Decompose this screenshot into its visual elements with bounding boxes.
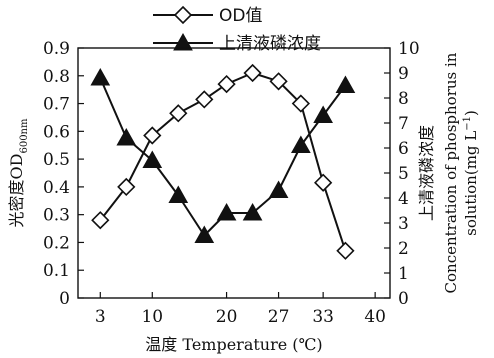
x-tick-label: 33 — [312, 307, 334, 327]
od-point — [169, 104, 188, 123]
phosphorus-point — [335, 75, 356, 93]
right-axis-title-en-unit: solution(mg L — [462, 131, 480, 236]
right-tick-label: 9 — [398, 64, 409, 84]
x-tick-label: 10 — [141, 307, 163, 327]
x-axis: 3 10 20 27 33 40 — [95, 292, 386, 327]
right-tick-label: 8 — [398, 89, 409, 109]
right-tick-label: 6 — [398, 139, 409, 159]
right-tick-label: 4 — [398, 189, 409, 209]
left-tick-label: 0.8 — [43, 67, 70, 87]
x-tick-label: 20 — [216, 307, 238, 327]
left-tick-label: 0.6 — [43, 122, 70, 142]
right-axis-title-cn: 上清液磷浓度 — [417, 125, 436, 221]
right-tick-label: 10 — [398, 39, 420, 59]
x-axis-title: 温度 Temperature (℃) — [145, 335, 322, 354]
legend-item-od: OD值 — [153, 5, 262, 26]
left-tick-label: 0.7 — [43, 95, 70, 115]
left-tick-label: 0.1 — [43, 261, 70, 281]
right-tick-label: 3 — [398, 214, 409, 234]
phosphorus-point — [291, 135, 311, 153]
left-axis: 0 0.1 0.2 0.3 0.4 0.5 0.6 0.7 0.8 0.9 — [43, 39, 84, 309]
right-axis-title-en-sup: −1 — [462, 116, 473, 131]
left-axis-title-subscript: 600nm — [19, 118, 30, 154]
right-axis-title-en-line1: Concentration of phosphorus in — [442, 52, 460, 293]
phosphorus-point — [168, 185, 189, 203]
od-point — [91, 211, 110, 230]
right-tick-label: 7 — [398, 114, 409, 134]
right-axis: 0 1 2 3 4 5 6 7 8 9 10 — [384, 39, 420, 309]
od-point — [269, 72, 288, 91]
phosphorus-point — [142, 150, 163, 168]
od-point — [336, 241, 355, 260]
left-tick-label: 0.5 — [43, 150, 70, 170]
left-tick-label: 0.2 — [43, 233, 70, 253]
right-tick-label: 5 — [398, 164, 409, 184]
right-tick-label: 0 — [398, 289, 409, 309]
phosphorus-point — [268, 180, 289, 198]
od-point — [195, 90, 214, 109]
legend-marker-phosphorus — [173, 32, 193, 51]
phosphorus-point — [242, 202, 263, 221]
series-line-od — [99, 72, 347, 252]
od-point — [291, 94, 310, 113]
left-tick-label: 0.3 — [43, 206, 70, 226]
series-lines — [99, 72, 347, 252]
left-axis-title: 光密度OD600nm — [7, 118, 30, 227]
right-tick-label: 1 — [398, 264, 409, 284]
phosphorus-point — [313, 105, 333, 123]
legend-marker-od — [173, 5, 193, 25]
od-point — [143, 126, 162, 145]
right-axis-title-en-close: ) — [462, 110, 480, 116]
x-tick-label: 3 — [95, 307, 106, 327]
right-tick-label: 2 — [398, 239, 409, 259]
x-tick-label: 40 — [364, 307, 386, 327]
left-axis-title-main: 光密度OD — [7, 154, 26, 228]
legend-label-od: OD值 — [219, 6, 262, 26]
left-tick-label: 0.4 — [43, 178, 70, 198]
phosphorus-point — [116, 127, 137, 146]
legend-item-phosphorus: 上清液磷浓度 — [153, 32, 321, 54]
right-axis-title-en-line2: solution(mg L−1) — [462, 110, 480, 236]
x-tick-label: 27 — [268, 307, 290, 327]
left-tick-label: 0.9 — [43, 39, 70, 59]
legend: OD值 上清液磷浓度 — [153, 5, 321, 54]
phosphorus-point — [90, 67, 111, 86]
phosphorus-point — [216, 202, 237, 221]
series-markers — [90, 63, 356, 260]
left-tick-label: 0 — [59, 289, 70, 309]
phosphorus-point — [194, 225, 215, 243]
od-point — [117, 177, 136, 197]
od-point — [217, 74, 236, 94]
od-point — [243, 63, 262, 83]
od-point — [314, 173, 333, 192]
legend-label-phosphorus: 上清液磷浓度 — [219, 34, 321, 54]
